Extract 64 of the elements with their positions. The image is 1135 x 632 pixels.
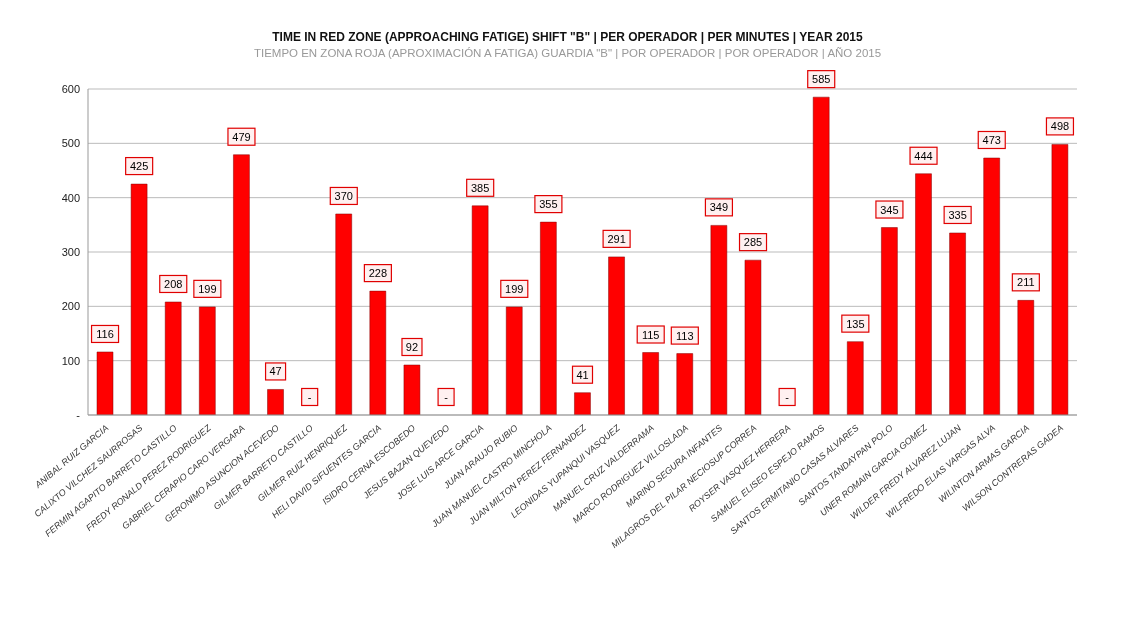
bar [199, 306, 216, 415]
bar [403, 364, 421, 415]
data-label: 335 [948, 208, 967, 221]
bar [915, 173, 932, 415]
data-label: - [444, 390, 449, 403]
data-label: 116 [96, 327, 114, 340]
data-label: 135 [846, 317, 865, 330]
data-label: 385 [471, 181, 490, 194]
data-label: 115 [641, 328, 660, 341]
bar [608, 256, 625, 415]
bar [847, 341, 864, 415]
bar [812, 96, 830, 415]
data-label: 425 [129, 160, 149, 173]
y-tick-label: 600 [61, 82, 80, 95]
y-tick-label: 300 [61, 245, 80, 258]
y-tick-label: 400 [61, 191, 80, 204]
bar [471, 205, 489, 415]
data-label: - [307, 390, 312, 403]
data-label: 345 [880, 203, 899, 216]
bar [983, 157, 1000, 415]
data-label: 92 [405, 341, 419, 353]
bar [1017, 300, 1035, 415]
bar [881, 227, 898, 415]
bar [130, 183, 148, 415]
bar [96, 351, 114, 415]
y-tick-label: 500 [61, 137, 80, 150]
data-label: 199 [198, 282, 217, 295]
data-label: 291 [607, 232, 626, 245]
y-tick-label: 200 [61, 300, 80, 313]
data-label: 349 [709, 201, 729, 214]
data-label: 47 [269, 365, 282, 378]
bar [233, 154, 250, 415]
bar [369, 290, 387, 415]
data-label: 355 [539, 198, 558, 211]
bar [710, 225, 728, 415]
data-label: - [785, 390, 790, 403]
data-label: 473 [982, 133, 1001, 146]
bar [335, 213, 352, 415]
data-label: 444 [914, 149, 933, 162]
y-tick-label: 100 [61, 354, 80, 367]
data-label: 370 [334, 189, 353, 202]
bar [574, 392, 591, 415]
data-label: 113 [676, 329, 694, 342]
bar [164, 301, 182, 415]
bar [642, 352, 659, 415]
bar [1051, 144, 1069, 415]
data-label: 211 [1017, 276, 1035, 289]
data-label: 585 [812, 73, 831, 86]
bar [505, 306, 523, 415]
data-label: 228 [368, 267, 388, 280]
data-label: 285 [743, 236, 763, 249]
bar [540, 221, 557, 415]
bar [949, 232, 966, 415]
bar [676, 353, 694, 415]
bar [267, 389, 284, 415]
data-label: 41 [576, 368, 589, 381]
chart-subtitle: TIEMPO EN ZONA ROJA (APROXIMACIÓN A FATIGA) GUARDIA "B" | POR OPERADOR | POR OPERADOR | AÑO 2015 [252, 47, 883, 59]
y-tick-label: - [76, 408, 81, 421]
data-label: 199 [505, 282, 524, 295]
bar [744, 259, 762, 415]
chart-title: TIME IN RED ZONE (APPROACHING FATIGE) SHIFT "B" | PER OPERADOR | PER MINUTES | YEAR 2015 [271, 29, 864, 44]
data-label: 208 [164, 277, 183, 290]
data-label: 479 [232, 130, 251, 143]
data-label: 498 [1050, 120, 1070, 133]
